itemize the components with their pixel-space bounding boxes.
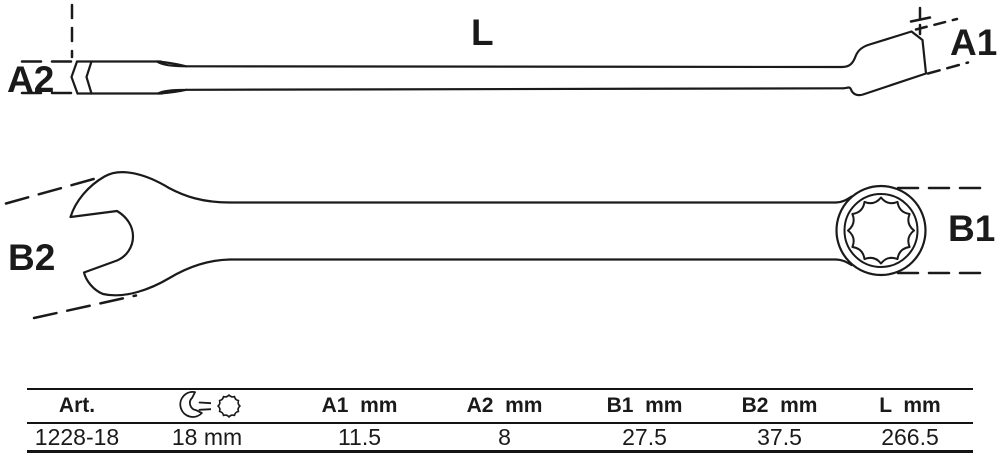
side-view-shaft [184, 65, 845, 91]
open-end-wrench-icon [178, 391, 211, 418]
value-b2: 37.5 [757, 423, 802, 450]
header-l-mm: L mm [879, 394, 941, 417]
a1-dimension-label: A1 [950, 22, 998, 63]
value-wrench-size: 18 mm [171, 423, 243, 450]
value-l: 266.5 [881, 423, 939, 450]
a1-dimension-lines [909, 6, 970, 75]
header-a2-mm: A2 mm [466, 394, 543, 417]
a2-dimension-lines [20, 3, 79, 95]
spec-table-header-row: Art. A1 mm A2 mm B1 mm B2 mm L mm [27, 388, 973, 424]
twelve-point-profile [847, 196, 915, 265]
plan-view-shaft [228, 195, 853, 267]
header-b1-mm: B1 mm [606, 394, 683, 417]
length-dimension-label: L [471, 12, 494, 53]
value-b1: 27.5 [622, 423, 667, 450]
wrench-technical-drawing [4, 3, 992, 320]
header-wrench-size [127, 342, 287, 458]
header-b2-mm: B2 mm [741, 394, 818, 417]
b1-dimension-lines [896, 186, 992, 275]
plan-view-ring-end [835, 184, 927, 277]
side-view [20, 3, 970, 97]
plan-view-open-end-head [69, 171, 232, 297]
value-a2: 8 [498, 423, 511, 450]
spec-table: Art. A1 mm A2 mm B1 mm B2 mm L mm [27, 388, 973, 453]
spec-table-data-row: 1228-18 18 mm 11.5 8 27.5 37.5 266.5 [27, 424, 973, 453]
side-view-open-end-head [70, 60, 188, 95]
side-view-ring-end [840, 30, 928, 97]
value-art-no: 1228-18 [34, 423, 120, 450]
plan-view [4, 171, 992, 320]
value-a1: 11.5 [337, 423, 382, 450]
twelve-point-ring-icon [216, 394, 241, 418]
header-art: Art. [58, 394, 96, 417]
b1-dimension-label: B1 [948, 208, 996, 249]
b2-dimension-lines [4, 176, 138, 320]
a2-dimension-label: A2 [7, 59, 55, 100]
b2-dimension-label: B2 [8, 237, 56, 278]
header-a1-mm: A1 mm [321, 394, 398, 417]
